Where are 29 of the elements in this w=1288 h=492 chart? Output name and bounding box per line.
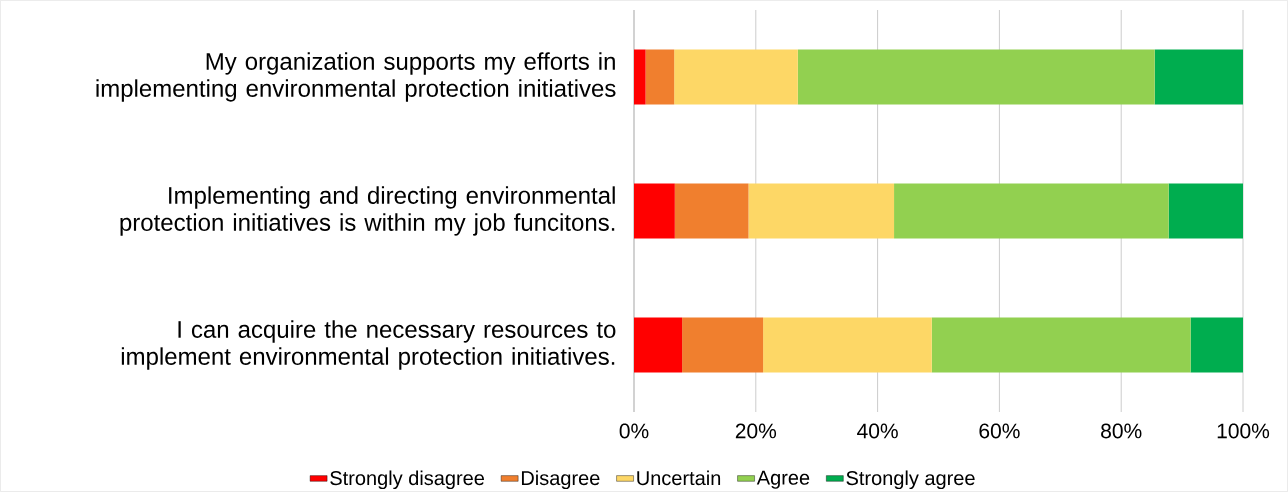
bar: [1154, 49, 1244, 105]
legend-label: Strongly agree: [846, 470, 975, 490]
bar: [763, 317, 932, 373]
bar: [674, 49, 798, 105]
bar: [1168, 183, 1244, 239]
bar: [634, 317, 683, 373]
bar: [634, 49, 646, 105]
y-tick-label: Implementing and directing environmental protection initiatives is within my job funcitons.: [120, 186, 615, 236]
x-tick-label: 40%: [857, 423, 898, 439]
legend-label: Uncertain: [637, 470, 721, 486]
legend-label: Disagree: [521, 470, 600, 490]
bar: [894, 183, 1169, 239]
x-tick-label: 20%: [735, 423, 777, 439]
legend-label: Strongly disagree: [330, 470, 485, 490]
bar: [1190, 317, 1244, 373]
bar: [931, 317, 1191, 373]
y-tick-label: I can acquire the necessary resources to implement environmental protection initiatives.: [121, 320, 616, 370]
bar: [748, 183, 895, 239]
bar: [674, 183, 749, 239]
x-tick-label: 60%: [979, 423, 1020, 439]
bar: [797, 49, 1155, 105]
y-tick-label: My organization supports my efforts in implementing environmental protection initiatives: [96, 52, 616, 102]
bar: [645, 49, 675, 105]
x-tick-label: 100%: [1217, 423, 1270, 439]
x-tick-label: 0%: [619, 423, 649, 439]
bar: [682, 317, 764, 373]
x-tick-label: 80%: [1101, 423, 1142, 439]
bar: [634, 183, 675, 239]
legend-label: Agree: [756, 470, 810, 489]
